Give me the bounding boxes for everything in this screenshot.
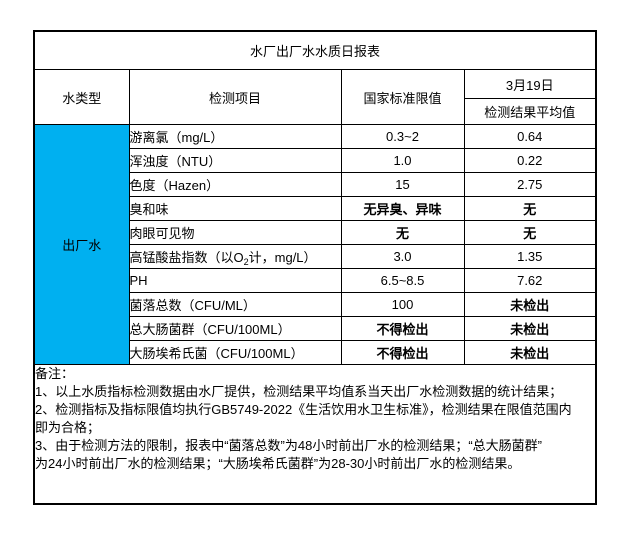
report-title: 水厂出厂水水质日报表	[33, 30, 597, 70]
result-value: 无	[463, 220, 597, 245]
table-row: 色度（Hazen） 15 2.75	[34, 172, 597, 197]
item-label: 总大肠菌群（CFU/100ML）	[128, 316, 342, 341]
item-label-suffix: 计，mg/L）	[248, 249, 317, 265]
result-value: 未检出	[463, 340, 597, 365]
header-row-bottom: 检测结果平均值	[34, 98, 597, 125]
standard-value: 15	[340, 172, 465, 197]
notes-row: 备注： 1、以上水质指标检测数据由水厂提供，检测结果平均值系当天出厂水检测数据的…	[33, 364, 597, 505]
standard-value: 不得检出	[340, 340, 465, 365]
item-label: 大肠埃希氏菌（CFU/100ML）	[128, 340, 342, 365]
result-value: 0.22	[463, 148, 597, 173]
standard-value: 无异臭、异味	[340, 196, 465, 221]
table-row: PH 6.5~8.5 7.62	[34, 268, 597, 293]
table-row: 肉眼可见物 无 无	[34, 220, 597, 245]
result-value: 7.62	[463, 268, 597, 293]
item-label: 游离氯（mg/L）	[128, 124, 342, 149]
table-row: 高锰酸盐指数（以O2计，mg/L） 3.0 1.35	[34, 244, 597, 269]
item-label: 浑浊度（NTU）	[128, 148, 342, 173]
header-item: 检测项目	[128, 69, 342, 125]
item-label-subscript: 2	[243, 256, 249, 267]
table-row: 浑浊度（NTU） 1.0 0.22	[34, 148, 597, 173]
standard-value: 3.0	[340, 244, 465, 269]
table-row: 菌落总数（CFU/ML） 100 未检出	[34, 292, 597, 317]
header-row-top: 水类型 检测项目 国家标准限值 3月19日	[33, 69, 597, 125]
header-standard: 国家标准限值	[340, 69, 465, 125]
header-water-type: 水类型	[33, 69, 130, 125]
title-row: 水厂出厂水水质日报表	[33, 30, 597, 70]
note-line: 备注：	[35, 366, 75, 381]
note-line: 3、由于检测方法的限制，报表中“菌落总数”为48小时前出厂水的检测结果；“总大肠…	[35, 438, 543, 453]
result-value: 未检出	[463, 292, 597, 317]
item-label-prefix: 高锰酸盐指数（以O	[129, 249, 244, 265]
result-value: 无	[463, 196, 597, 221]
item-label: 肉眼可见物	[128, 220, 342, 245]
item-label: 高锰酸盐指数（以O2计，mg/L）	[128, 244, 342, 269]
item-label: 臭和味	[128, 196, 342, 221]
note-line: 2、检测指标及指标限值均执行GB5749-2022《生活饮用水卫生标准》，检测结…	[35, 402, 572, 417]
note-line: 1、以上水质指标检测数据由水厂提供，检测结果平均值系当天出厂水检测数据的统计结果…	[35, 384, 563, 399]
water-quality-table: 水厂出厂水水质日报表 水类型 检测项目 国家标准限值 3月19日 检测结果平均值…	[33, 30, 598, 505]
notes-section: 备注： 1、以上水质指标检测数据由水厂提供，检测结果平均值系当天出厂水检测数据的…	[33, 364, 597, 505]
standard-value: 1.0	[340, 148, 465, 173]
standard-value: 0.3~2	[340, 124, 465, 149]
result-value: 0.64	[463, 124, 597, 149]
result-value: 1.35	[463, 244, 597, 269]
item-label: PH	[128, 268, 342, 293]
note-line: 即为合格；	[35, 420, 101, 435]
result-value: 未检出	[463, 316, 597, 341]
table-row: 大肠埃希氏菌（CFU/100ML） 不得检出 未检出	[34, 340, 597, 365]
standard-value: 6.5~8.5	[340, 268, 465, 293]
standard-value: 不得检出	[340, 316, 465, 341]
standard-value: 100	[340, 292, 465, 317]
header-result-avg: 检测结果平均值	[463, 98, 597, 125]
header-date: 3月19日	[463, 69, 597, 99]
result-value: 2.75	[463, 172, 597, 197]
note-line: 为24小时前出厂水的检测结果；“大肠埃希氏菌群”为28-30小时前出厂水的检测结…	[35, 456, 521, 471]
item-label: 色度（Hazen）	[128, 172, 342, 197]
item-label: 菌落总数（CFU/ML）	[128, 292, 342, 317]
water-type-value-cell: 出厂水	[33, 124, 130, 365]
table-row: 臭和味 无异臭、异味 无	[34, 196, 597, 221]
standard-value: 无	[340, 220, 465, 245]
table-row: 出厂水 游离氯（mg/L） 0.3~2 0.64	[33, 124, 597, 365]
